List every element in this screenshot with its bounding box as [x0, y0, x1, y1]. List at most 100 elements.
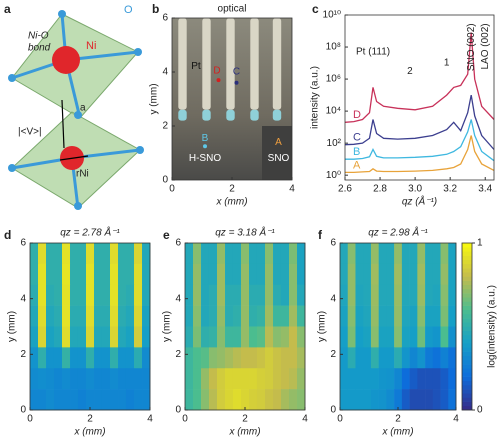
- electrode-end: [250, 109, 259, 121]
- heatmap-cell: [38, 284, 47, 306]
- heatmap-cell: [217, 389, 226, 411]
- colorbar-segment: [462, 376, 472, 382]
- heatmap-cell: [280, 347, 290, 369]
- heatmap-cell: [208, 389, 218, 411]
- heatmap-cell: [448, 284, 457, 306]
- heatmap-cell: [448, 263, 457, 286]
- x-tick-label: 2: [87, 414, 93, 425]
- annotation: Pt (111): [356, 46, 390, 57]
- series-label: B: [353, 146, 360, 158]
- heatmap-cell: [386, 284, 395, 306]
- heatmap-cell: [217, 284, 226, 306]
- heatmap-cell: [432, 263, 441, 286]
- y-tick-label: 10¹⁰: [323, 10, 341, 21]
- colorbar-segment: [462, 384, 472, 390]
- heatmap-cell: [201, 347, 210, 369]
- chart-title: qz = 2.98 Å⁻¹: [368, 226, 428, 239]
- heatmap-cell: [225, 243, 234, 265]
- heatmap-cell: [118, 243, 127, 265]
- heatmap-cell: [142, 263, 151, 286]
- y-tick-label: 6: [20, 238, 26, 249]
- heatmap-cell: [432, 368, 441, 390]
- heatmap-cell: [363, 389, 372, 411]
- colorbar-tick-label: 0: [477, 405, 483, 416]
- colorbar-segment: [462, 326, 472, 331]
- heatmap-cell: [448, 305, 457, 327]
- heatmap-cell: [370, 389, 379, 411]
- heatmap-cell: [110, 368, 119, 390]
- heatmap-cell: [62, 305, 71, 327]
- heatmap-cell: [297, 347, 306, 369]
- heatmap-cell: [409, 284, 418, 306]
- heatmap-cell: [256, 389, 266, 411]
- heatmap-cell: [118, 305, 127, 327]
- heatmap-cell: [208, 368, 218, 390]
- heatmap-cell: [201, 263, 210, 286]
- heatmap-cell: [86, 368, 95, 390]
- image-label: D: [213, 65, 220, 76]
- heatmap-cell: [363, 368, 372, 390]
- heatmap-cell: [232, 305, 242, 327]
- heatmap-cell: [125, 389, 135, 411]
- heatmap-cell: [217, 347, 226, 369]
- colorbar-segment: [462, 330, 472, 336]
- y-tick-label: 0: [330, 405, 336, 416]
- heatmap-cell: [125, 368, 135, 390]
- heatmap-cell: [289, 389, 298, 411]
- heatmap-cell: [440, 243, 449, 265]
- heatmap-cell: [94, 305, 103, 327]
- heatmap-cell: [355, 326, 364, 348]
- heatmap-cell: [217, 305, 226, 327]
- heatmap-cell: [394, 326, 403, 348]
- heatmap-cell: [77, 263, 87, 286]
- heatmap-cell: [232, 263, 242, 286]
- heatmap-cell: [370, 326, 379, 348]
- heatmap-cell: [94, 389, 103, 411]
- heatmap-cell: [101, 389, 111, 411]
- heatmap-cell: [401, 389, 410, 411]
- heatmap-cell: [38, 263, 47, 286]
- colorbar-segment: [462, 393, 472, 398]
- heatmap-cell: [208, 284, 218, 306]
- colorbar-segment: [462, 372, 472, 377]
- heatmap-cell: [425, 284, 434, 306]
- heatmap-cell: [208, 243, 218, 265]
- colorbar-segment: [462, 263, 472, 269]
- heatmap-cell: [425, 243, 434, 265]
- colorbar-segment: [462, 405, 472, 411]
- heatmap-cell: [289, 243, 298, 265]
- heatmap-cell: [432, 347, 441, 369]
- heatmap-cell: [241, 347, 250, 369]
- heatmap-cell: [225, 368, 234, 390]
- annotation: 2: [407, 66, 413, 77]
- heatmap-cell: [29, 284, 39, 306]
- colorbar-segment: [462, 343, 472, 348]
- heatmap-cell: [101, 305, 111, 327]
- heatmap-cell: [110, 389, 119, 411]
- x-tick-label: 3.4: [478, 184, 492, 195]
- heatmap-cell: [280, 326, 290, 348]
- heatmap-cell: [201, 284, 210, 306]
- heatmap-cell: [118, 284, 127, 306]
- heatmap-cell: [62, 243, 71, 265]
- heatmap-cell: [394, 305, 403, 327]
- y-tick-label: 10⁰: [326, 170, 341, 181]
- heatmap-cell: [142, 368, 151, 390]
- y-tick-label: 10²: [327, 138, 342, 149]
- heatmap-cell: [347, 326, 356, 348]
- x-tick-label: 2.8: [373, 184, 387, 195]
- heatmap-cell: [440, 389, 449, 411]
- heatmap-cell: [265, 263, 274, 286]
- heatmap-cell: [225, 389, 234, 411]
- heatmap-cell: [86, 243, 95, 265]
- heatmap-cell: [125, 305, 135, 327]
- heatmap-cell: [94, 326, 103, 348]
- x-axis-label: x (mm): [381, 427, 413, 438]
- heatmap-cell: [289, 305, 298, 327]
- image-label: A: [275, 137, 282, 148]
- heatmap-cell: [101, 326, 111, 348]
- x-axis-label: x (mm): [215, 197, 247, 208]
- heatmap-cell: [370, 284, 379, 306]
- heatmap-cell: [417, 347, 426, 369]
- heatmap-cell: [38, 347, 47, 369]
